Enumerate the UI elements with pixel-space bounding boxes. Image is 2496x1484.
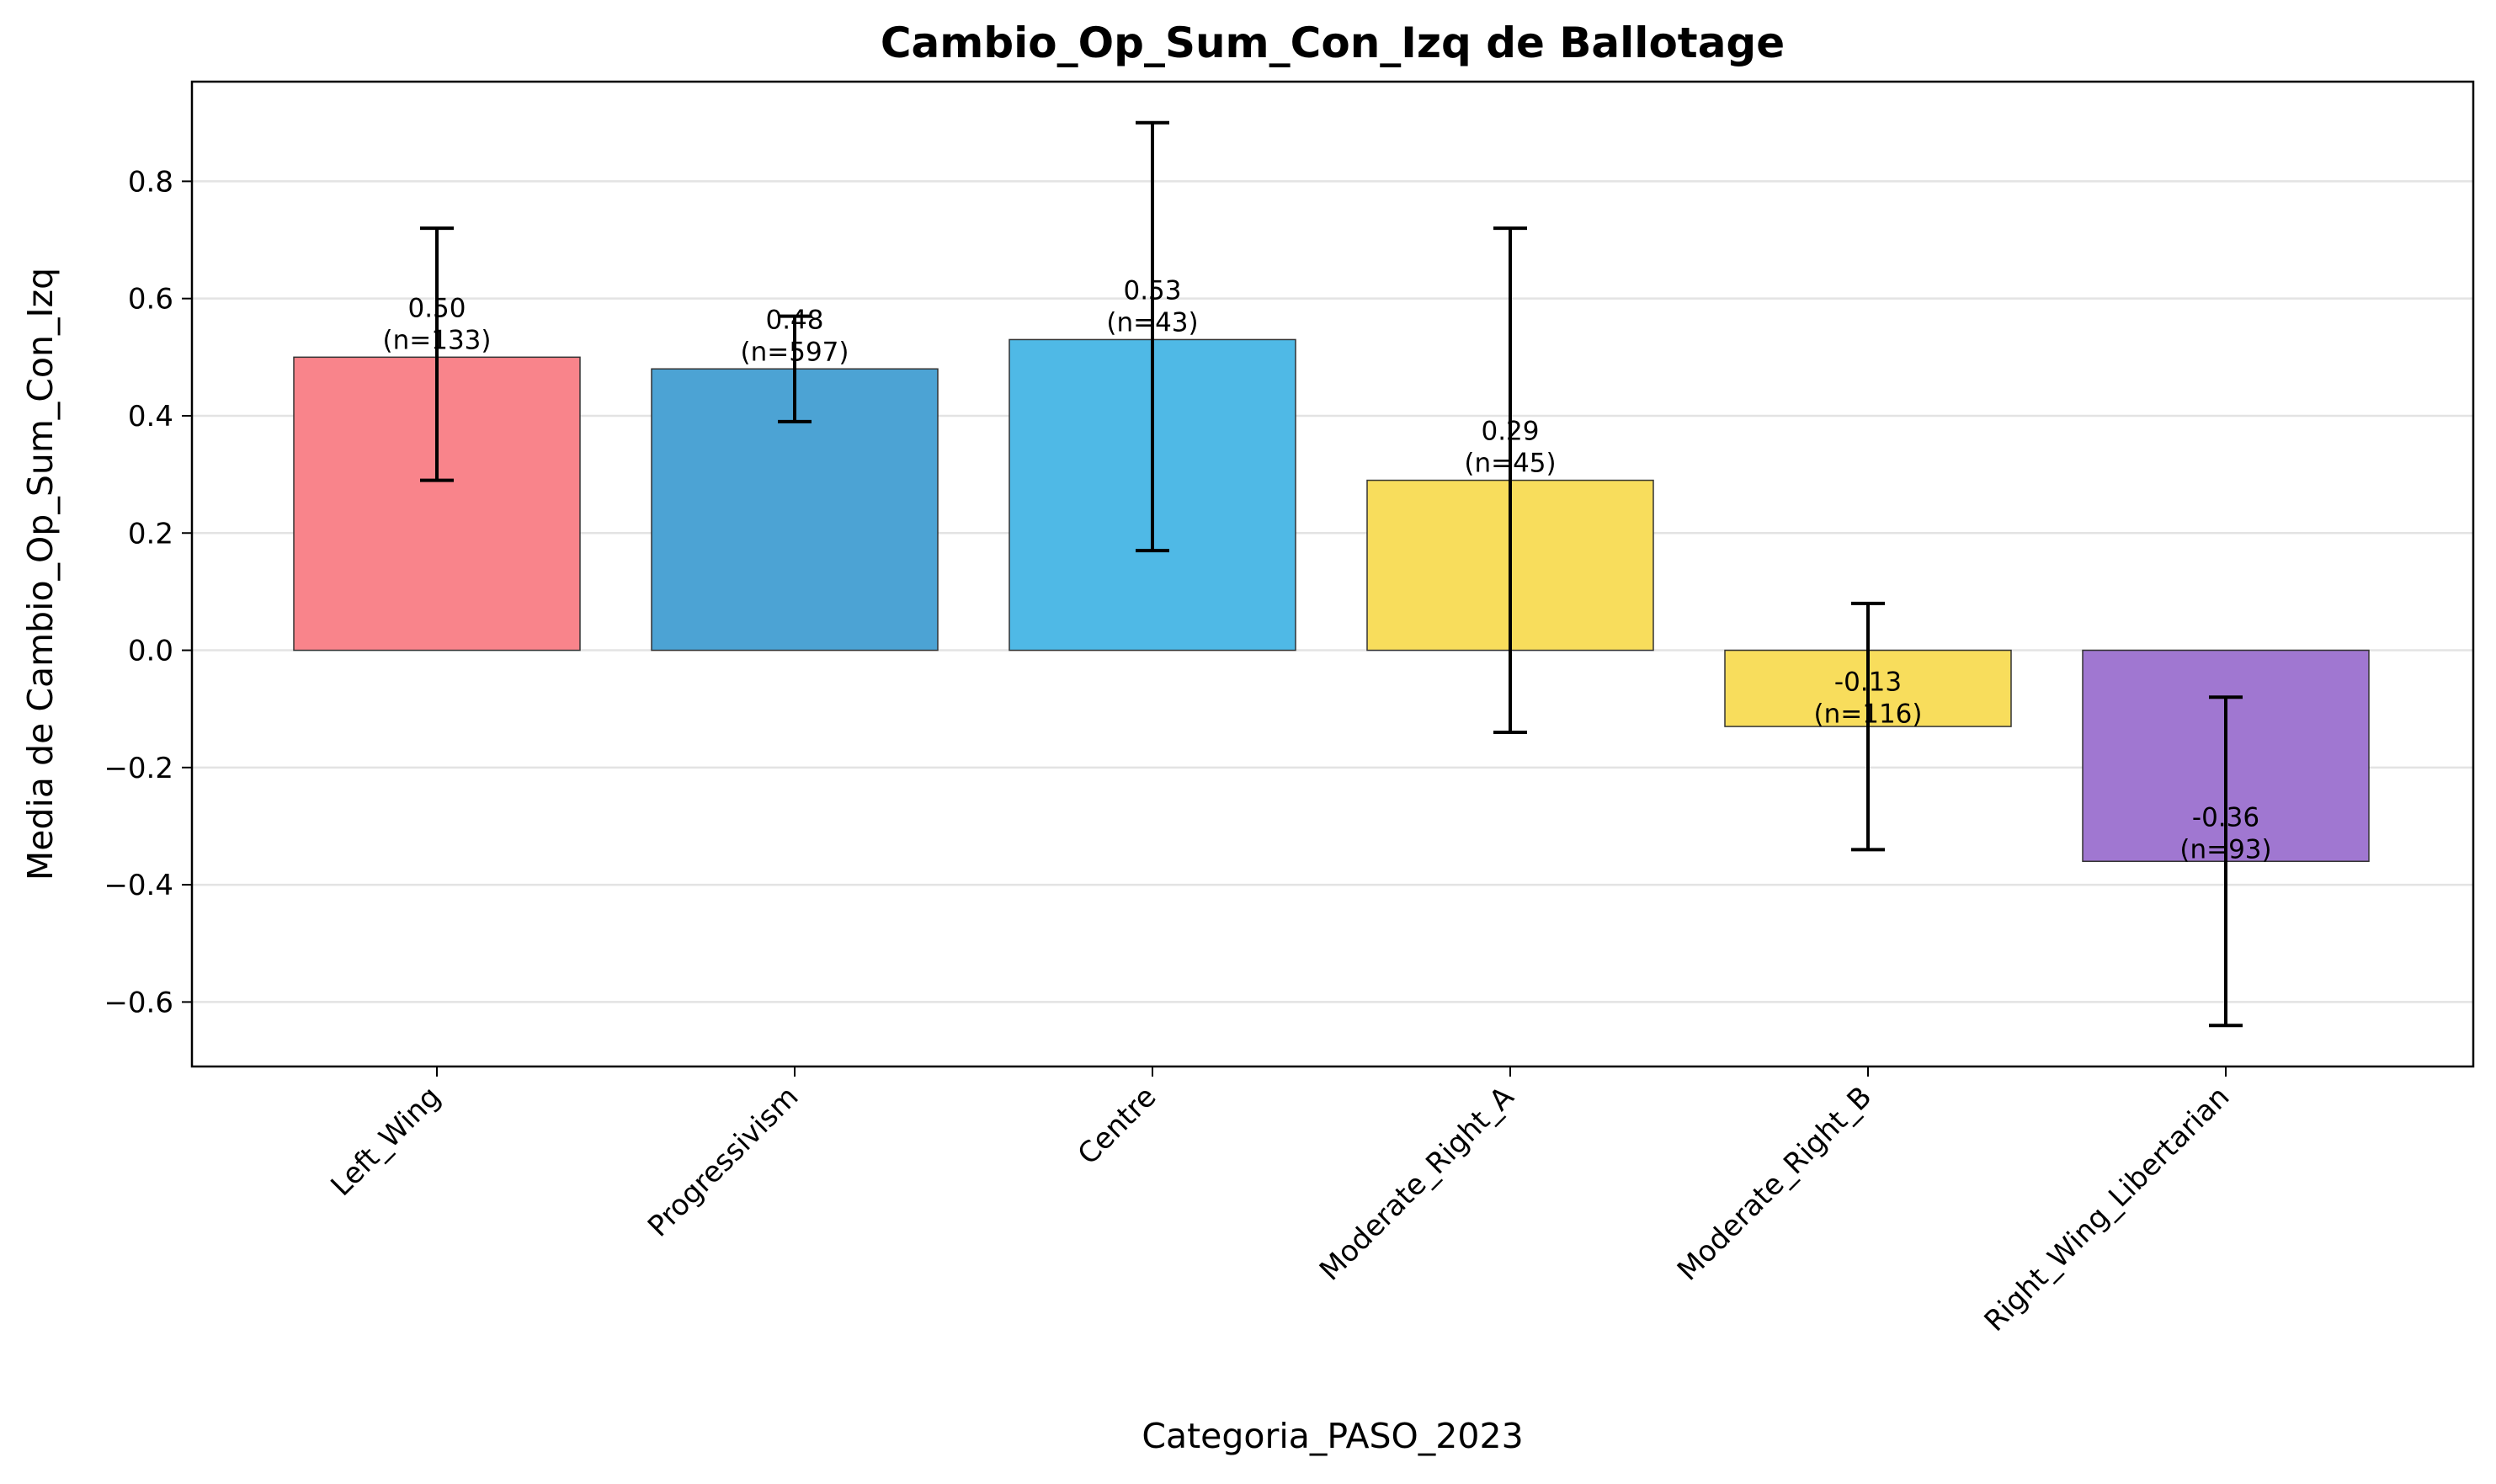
y-axis-label: Media de Cambio_Op_Sum_Con_Izq xyxy=(20,268,61,880)
y-tick-label: 0.4 xyxy=(128,400,173,433)
x-axis-label: Categoria_PASO_2023 xyxy=(1142,1416,1523,1456)
plot-frame xyxy=(190,80,2475,1068)
bar-value-label: 0.48 xyxy=(765,305,823,335)
y-tick-label: −0.4 xyxy=(104,869,173,902)
bar-value-label: -0.13 xyxy=(1834,668,1902,698)
bar-value-label: 0.50 xyxy=(407,293,466,323)
bar-n-label: (n=597) xyxy=(741,337,849,367)
y-tick-label: 0.8 xyxy=(128,165,173,199)
y-axis-ticks: −0.6 −0.4 −0.2 0.0 0.2 0.4 0.6 0.8 xyxy=(104,165,192,1019)
y-tick-label: −0.6 xyxy=(104,986,173,1019)
data-labels: 0.50(n=133) 0.48(n=597) 0.53(n=43) 0.29(n=4… xyxy=(383,275,2272,864)
bar-n-label: (n=133) xyxy=(383,325,492,355)
y-tick-label: 0.0 xyxy=(128,635,173,668)
bar-value-label: -0.36 xyxy=(2192,802,2259,832)
y-tick-label: −0.2 xyxy=(104,752,173,785)
bar-n-label: (n=116) xyxy=(1814,699,1923,730)
y-tick-label: 0.2 xyxy=(128,517,173,551)
bars xyxy=(293,338,2370,862)
bar-value-label: 0.29 xyxy=(1481,417,1539,447)
bar-n-label: (n=45) xyxy=(1464,449,1556,479)
bar-n-label: (n=93) xyxy=(2179,834,2271,864)
chart-title: Cambio_Op_Sum_Con_Izq de Ballotage xyxy=(881,19,1785,67)
bar-value-label: 0.53 xyxy=(1123,275,1181,306)
bar-n-label: (n=43) xyxy=(1106,307,1198,338)
error-bars xyxy=(420,120,2243,1028)
y-tick-label: 0.6 xyxy=(128,283,173,316)
